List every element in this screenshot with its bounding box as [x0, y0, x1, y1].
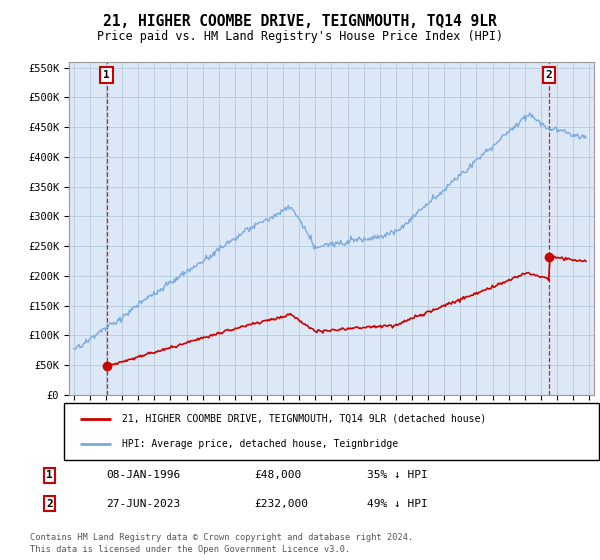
- Text: 27-JUN-2023: 27-JUN-2023: [106, 498, 181, 508]
- Text: Price paid vs. HM Land Registry's House Price Index (HPI): Price paid vs. HM Land Registry's House …: [97, 30, 503, 43]
- Text: 21, HIGHER COOMBE DRIVE, TEIGNMOUTH, TQ14 9LR: 21, HIGHER COOMBE DRIVE, TEIGNMOUTH, TQ1…: [103, 14, 497, 29]
- Text: £48,000: £48,000: [254, 470, 301, 480]
- Text: 2: 2: [46, 498, 53, 508]
- Text: This data is licensed under the Open Government Licence v3.0.: This data is licensed under the Open Gov…: [30, 545, 350, 554]
- Text: 2: 2: [545, 70, 552, 80]
- Text: 1: 1: [46, 470, 53, 480]
- FancyBboxPatch shape: [64, 403, 599, 460]
- Text: Contains HM Land Registry data © Crown copyright and database right 2024.: Contains HM Land Registry data © Crown c…: [30, 533, 413, 542]
- Text: HPI: Average price, detached house, Teignbridge: HPI: Average price, detached house, Teig…: [121, 438, 398, 449]
- Text: 1: 1: [103, 70, 110, 80]
- Text: 35% ↓ HPI: 35% ↓ HPI: [367, 470, 428, 480]
- Text: 08-JAN-1996: 08-JAN-1996: [106, 470, 181, 480]
- Text: 49% ↓ HPI: 49% ↓ HPI: [367, 498, 428, 508]
- Text: £232,000: £232,000: [254, 498, 308, 508]
- Text: 21, HIGHER COOMBE DRIVE, TEIGNMOUTH, TQ14 9LR (detached house): 21, HIGHER COOMBE DRIVE, TEIGNMOUTH, TQ1…: [121, 414, 486, 424]
